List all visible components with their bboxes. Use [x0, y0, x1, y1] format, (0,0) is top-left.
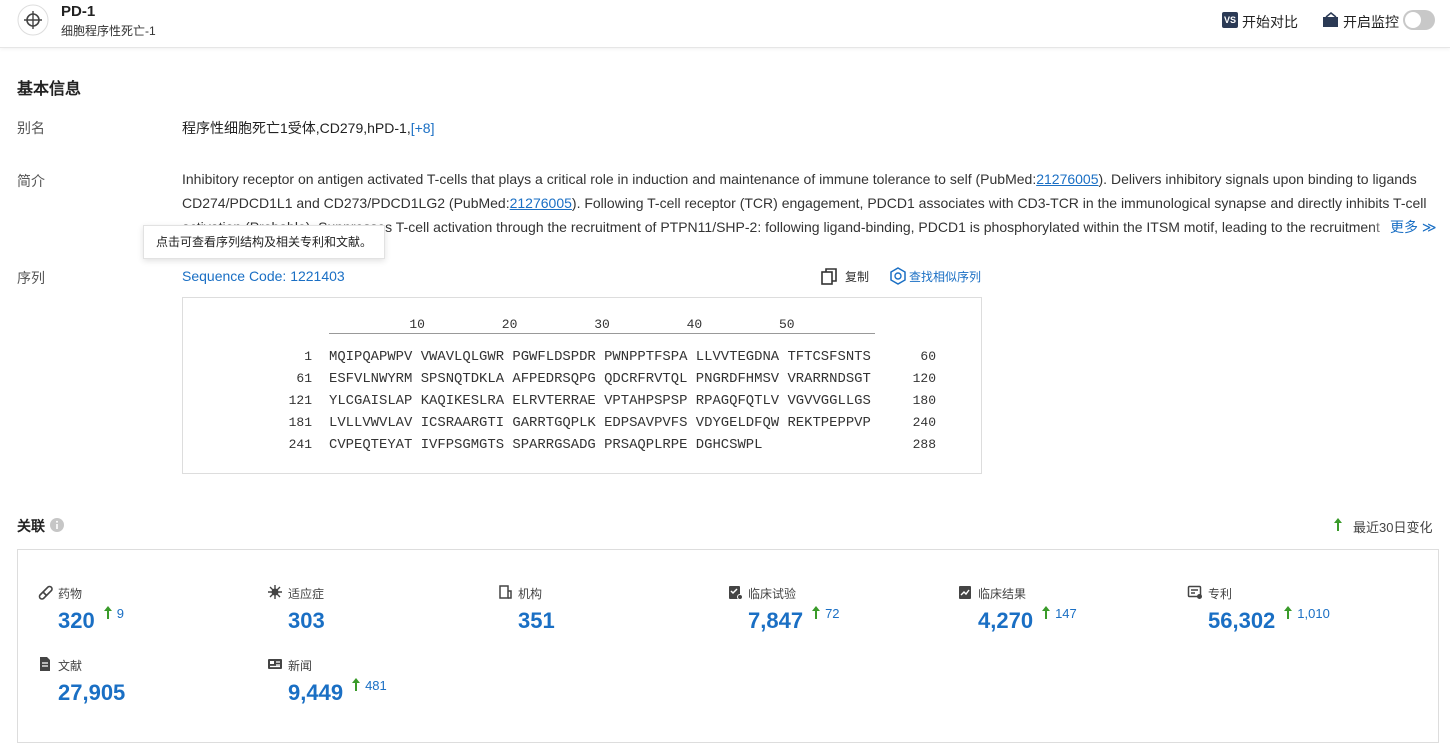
compare-button[interactable]: 开始对比: [1242, 14, 1298, 30]
row-start: 181: [288, 415, 312, 430]
stat-change: 147: [1055, 606, 1077, 621]
stat-value[interactable]: 7,847: [748, 608, 804, 633]
stat-label: 药物: [58, 587, 83, 601]
stat-change: 72: [825, 606, 840, 621]
stat-value[interactable]: 303: [288, 608, 325, 633]
alias: 程序性细胞死亡1受体,CD279,hPD-1,[+8]: [182, 118, 434, 138]
ruler-label: 10: [409, 317, 425, 332]
more-text[interactable]: 更多: [1390, 219, 1418, 235]
stat-label: 适应症: [288, 587, 325, 601]
stat-icon: [499, 585, 512, 599]
intro-label: 简介: [17, 173, 45, 189]
residues: ESFVLNWYRM SPSNQTDKLA AFPEDRSQPG QDCRFRV…: [329, 371, 871, 387]
row-end: 180: [912, 393, 936, 408]
stat-value[interactable]: 4,270: [978, 608, 1034, 633]
stat-value[interactable]: 9,449: [288, 680, 344, 705]
alias-label: 别名: [17, 120, 45, 136]
sequence-box: [182, 297, 982, 474]
ruler-label: 50: [778, 317, 795, 332]
up-arrow: [812, 606, 821, 619]
stat-change: 1,010: [1297, 606, 1330, 621]
row-end: 120: [912, 371, 936, 386]
stat-change: 481: [365, 678, 387, 693]
tooltip: 点击可查看序列结构及相关专利和文献。: [143, 225, 386, 259]
row-end: 240: [912, 415, 936, 430]
stat-value[interactable]: 351: [518, 608, 555, 633]
up-arrow: [1042, 606, 1051, 619]
monitor-icon: [1323, 12, 1338, 27]
row-start: 1: [304, 349, 312, 364]
stat-label: 新闻: [288, 659, 313, 673]
stat-label: 专利: [1208, 587, 1233, 601]
stat-change: 9: [116, 606, 124, 621]
stat-label: 文献: [58, 659, 83, 673]
stat-label: 临床结果: [978, 587, 1027, 601]
sequence-code[interactable]: Sequence Code: 1221403: [182, 268, 345, 284]
stat-icon: [1187, 585, 1202, 599]
pubmed-link[interactable]: 21276005: [509, 195, 572, 211]
row-start: 241: [288, 437, 312, 452]
ruler-label: 30: [594, 317, 610, 332]
related-box: [17, 549, 1439, 743]
similar-icon: [890, 267, 906, 285]
stat-label: 机构: [518, 587, 543, 601]
up-arrow: [352, 678, 361, 691]
title: PD-1: [61, 3, 96, 20]
residues: LVLLVWVLAV ICSRAARGTI GARRTGQPLK EDPSAVP…: [329, 415, 871, 431]
copy-icon: [821, 268, 837, 285]
logo: [17, 4, 49, 36]
compare-icon: VS: [1222, 12, 1238, 28]
row-end: 288: [912, 437, 936, 452]
intro-text: ). Following T-cell receptor (TCR) engag…: [182, 195, 1427, 235]
stat-icon: [268, 659, 282, 669]
residues: CVPEQTEYAT IVFPSGMGTS SPARRGSADG PRSAQPL…: [329, 437, 763, 453]
intro: Inhibitory receptor on antigen activated…: [182, 167, 1434, 239]
ruler-line: [329, 333, 875, 334]
sequence-label: 序列: [17, 270, 45, 286]
row-start: 61: [296, 371, 312, 386]
find-similar[interactable]: 查找相似序列: [909, 270, 982, 284]
stat-icon: [729, 586, 743, 600]
copy-button[interactable]: 复制: [845, 270, 870, 284]
intro-text: Inhibitory receptor on antigen activated…: [182, 171, 1037, 187]
intro-more[interactable]: 更多 ≫: [1372, 215, 1437, 239]
monitor-button[interactable]: 开启监控: [1343, 14, 1399, 30]
info-icon[interactable]: [49, 517, 65, 533]
up-arrow: [1284, 606, 1293, 619]
stat-icon: [40, 657, 50, 671]
subtitle: 细胞程序性死亡-1: [61, 24, 156, 38]
stat-value[interactable]: 27,905: [58, 680, 126, 705]
ruler-label: 40: [686, 317, 703, 332]
recent-change: 最近30日变化: [1353, 520, 1433, 535]
ruler-label: 20: [501, 317, 518, 332]
up-arrow: [1334, 518, 1342, 531]
header: PD-1 细胞程序性死亡-1 VS 开始对比 开启监控: [0, 0, 1450, 48]
stat-icon: [268, 585, 282, 599]
alias-value: 程序性细胞死亡1受体,CD279,hPD-1,: [182, 120, 411, 136]
monitor-toggle[interactable]: [1403, 10, 1435, 30]
section-heading: 基本信息: [17, 81, 82, 98]
row-end: 60: [920, 349, 936, 364]
stat-label: 临床试验: [748, 587, 797, 601]
intro-text: ). Delivers inhibitory signals upon bind…: [182, 171, 1417, 211]
alias-more[interactable]: [+8]: [410, 120, 435, 136]
row-start: 121: [288, 393, 312, 408]
up-arrow: [103, 606, 112, 619]
pubmed-link[interactable]: 21276005: [1036, 171, 1099, 187]
stat-icon: [959, 586, 971, 599]
stat-value[interactable]: 320: [58, 608, 95, 633]
related-heading: 关联: [17, 518, 45, 534]
residues: MQIPQAPWPV VWAVLQLGWR PGWFLDSPDR PWNPPTF…: [329, 349, 871, 365]
residues: YLCGAISLAP KAQIKESLRA ELRVTERRAE VPTAHPS…: [329, 393, 871, 409]
stat-value[interactable]: 56,302: [1208, 608, 1276, 633]
stat-icon: [38, 585, 53, 600]
